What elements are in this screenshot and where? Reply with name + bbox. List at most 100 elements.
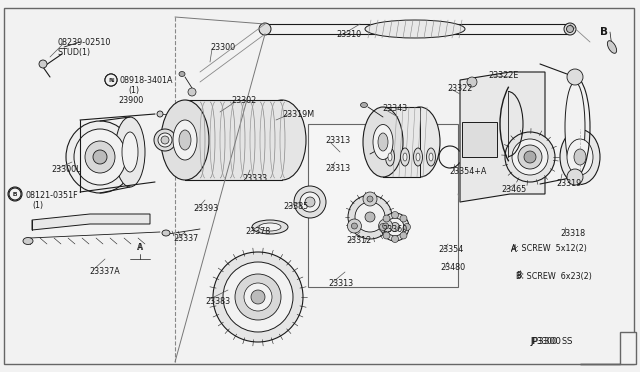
Text: JP3300  S: JP3300 S — [530, 337, 573, 346]
Ellipse shape — [365, 20, 465, 38]
Text: 23322: 23322 — [447, 83, 472, 93]
Ellipse shape — [505, 132, 555, 182]
Ellipse shape — [385, 148, 394, 166]
Text: 23333: 23333 — [242, 173, 267, 183]
Ellipse shape — [524, 151, 536, 163]
Text: 23343: 23343 — [382, 103, 407, 112]
Ellipse shape — [416, 153, 420, 161]
Ellipse shape — [74, 129, 126, 185]
Circle shape — [403, 224, 410, 231]
Ellipse shape — [565, 82, 585, 172]
Text: 23319M: 23319M — [282, 109, 314, 119]
Bar — [383, 107, 420, 177]
Text: STUD(1): STUD(1) — [57, 48, 90, 57]
Ellipse shape — [560, 129, 600, 185]
Text: 23393: 23393 — [193, 203, 218, 212]
Ellipse shape — [179, 71, 185, 77]
Text: 23313: 23313 — [325, 135, 350, 144]
Text: (1): (1) — [32, 201, 43, 209]
Ellipse shape — [360, 103, 367, 108]
Ellipse shape — [390, 222, 399, 231]
Ellipse shape — [564, 23, 576, 35]
Ellipse shape — [115, 117, 145, 187]
Bar — [462, 122, 497, 157]
Bar — [308, 124, 458, 287]
Text: 23337A: 23337A — [89, 266, 120, 276]
Ellipse shape — [574, 149, 586, 165]
Text: A: A — [138, 244, 143, 253]
Text: B: B — [600, 27, 608, 37]
Text: 23378: 23378 — [245, 227, 270, 235]
Ellipse shape — [235, 274, 281, 320]
Ellipse shape — [162, 230, 170, 236]
Ellipse shape — [378, 133, 388, 151]
Circle shape — [351, 223, 357, 229]
Circle shape — [467, 77, 477, 87]
Text: 08121-0351F: 08121-0351F — [26, 190, 79, 199]
Ellipse shape — [426, 148, 435, 166]
Circle shape — [105, 74, 117, 86]
Text: 23354: 23354 — [438, 244, 463, 253]
Text: 23337: 23337 — [173, 234, 198, 243]
Ellipse shape — [122, 132, 138, 172]
Circle shape — [8, 187, 22, 201]
Text: 23319: 23319 — [556, 179, 581, 187]
Ellipse shape — [355, 202, 385, 232]
Circle shape — [367, 196, 373, 202]
Ellipse shape — [512, 139, 548, 175]
Circle shape — [400, 215, 407, 222]
Text: 23310: 23310 — [336, 29, 361, 38]
Ellipse shape — [400, 107, 440, 177]
Circle shape — [379, 219, 392, 233]
Text: 23313: 23313 — [328, 279, 353, 288]
Ellipse shape — [39, 60, 47, 68]
Text: 23302: 23302 — [231, 96, 256, 105]
Ellipse shape — [154, 129, 176, 151]
Ellipse shape — [223, 262, 293, 332]
Text: A: A — [138, 244, 143, 253]
Text: 23354+A: 23354+A — [449, 167, 486, 176]
Polygon shape — [460, 72, 545, 202]
Circle shape — [348, 219, 362, 233]
Text: 08239-02510: 08239-02510 — [57, 38, 110, 46]
Text: N: N — [109, 77, 114, 83]
Text: N: N — [108, 77, 113, 83]
Text: 23313: 23313 — [325, 164, 350, 173]
Ellipse shape — [348, 195, 392, 239]
Text: JP3300  S: JP3300 S — [530, 337, 567, 346]
Ellipse shape — [386, 218, 404, 236]
Ellipse shape — [566, 26, 573, 32]
Text: 23383: 23383 — [205, 298, 230, 307]
Circle shape — [383, 223, 388, 229]
Ellipse shape — [403, 153, 407, 161]
Ellipse shape — [161, 136, 169, 144]
Text: 23900: 23900 — [118, 96, 143, 105]
Text: 23480: 23480 — [440, 263, 465, 272]
Circle shape — [567, 69, 583, 85]
Ellipse shape — [157, 111, 163, 117]
Text: 23300: 23300 — [210, 42, 235, 51]
Text: 23300L: 23300L — [51, 164, 81, 173]
Text: B:: B: — [516, 272, 524, 280]
Ellipse shape — [373, 125, 393, 160]
Ellipse shape — [429, 153, 433, 161]
Ellipse shape — [244, 283, 272, 311]
Ellipse shape — [305, 197, 315, 207]
Text: 23322E: 23322E — [488, 71, 518, 80]
Ellipse shape — [251, 290, 265, 304]
Ellipse shape — [173, 120, 197, 160]
Text: 23465: 23465 — [501, 185, 526, 193]
Text: 23360: 23360 — [382, 224, 407, 234]
Ellipse shape — [567, 139, 593, 175]
Text: (1): (1) — [128, 86, 139, 94]
Ellipse shape — [252, 220, 288, 234]
Circle shape — [105, 74, 117, 86]
Text: A: SCREW  5x12(2): A: SCREW 5x12(2) — [511, 244, 587, 253]
Ellipse shape — [294, 186, 326, 218]
Text: B: B — [12, 192, 16, 196]
Ellipse shape — [213, 252, 303, 342]
Text: B: B — [12, 192, 16, 196]
Text: B: SCREW  6x23(2): B: SCREW 6x23(2) — [516, 272, 592, 280]
Ellipse shape — [381, 213, 409, 241]
Text: 23312: 23312 — [346, 235, 371, 244]
